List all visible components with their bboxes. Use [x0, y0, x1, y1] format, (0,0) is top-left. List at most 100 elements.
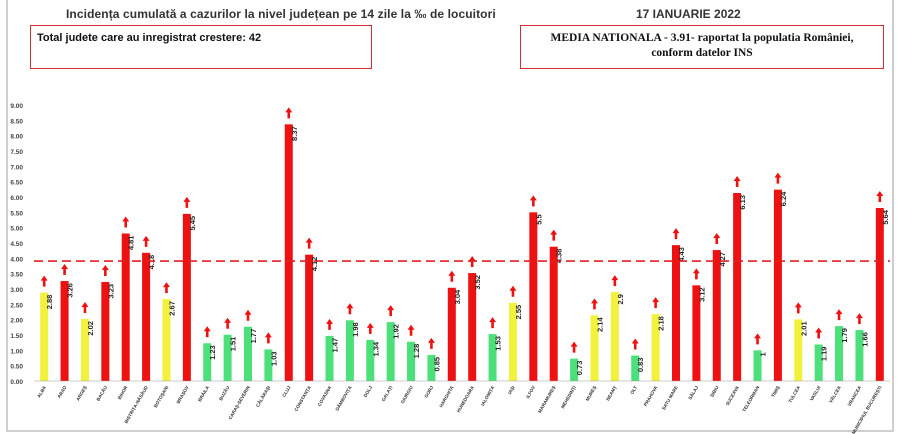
bar-value-label: 3.04: [453, 289, 462, 304]
y-tick-label: 6.00: [10, 195, 23, 202]
y-tick-label: 2.50: [10, 302, 23, 309]
trend-up-arrow-icon: [427, 337, 435, 349]
bar-value-label: 3.26: [66, 283, 75, 298]
trend-up-arrow-icon: [509, 285, 517, 297]
bar-value-label: 1.47: [331, 338, 340, 353]
category-label: IALOMIȚA: [480, 384, 496, 406]
category-label: BACĂU: [95, 384, 109, 402]
category-label: TIMIȘ: [770, 385, 781, 399]
bar: [121, 233, 130, 381]
bar: [244, 326, 252, 381]
bar-value-label: 5.45: [188, 216, 197, 231]
category-label: SĂLAJ: [687, 384, 700, 400]
trend-up-arrow-icon: [774, 172, 782, 184]
category-label: COVASNA: [317, 384, 333, 407]
report-date: 17 IANUARIE 2022: [636, 7, 741, 21]
trend-up-arrow-icon: [611, 275, 619, 287]
category-label: HUNEDOARA: [456, 384, 476, 413]
bar: [386, 322, 395, 381]
bar-value-label: 2.18: [657, 316, 666, 331]
category-label: OLT: [629, 385, 638, 395]
trend-up-arrow-icon: [285, 107, 293, 119]
trend-up-arrow-icon: [835, 309, 843, 321]
bar-value-label: 1.98: [351, 322, 360, 337]
category-label: CONSTANȚA: [293, 384, 312, 412]
y-tick-label: 1.50: [10, 333, 23, 340]
bar: [672, 245, 680, 381]
trend-up-arrow-icon: [876, 191, 884, 203]
bar-value-label: 8.37: [290, 126, 299, 141]
bar-value-label: 1.53: [494, 336, 503, 351]
category-label: GIURGIU: [400, 384, 414, 404]
category-label: ARGEȘ: [75, 385, 88, 402]
trend-up-arrow-icon: [672, 228, 680, 240]
bar: [203, 343, 212, 381]
y-tick-label: 3.50: [10, 272, 23, 279]
bar: [468, 273, 477, 381]
bar: [162, 299, 171, 381]
bar: [305, 254, 314, 381]
bar: [142, 252, 151, 381]
bar: [570, 358, 579, 381]
bar-value-label: 1.51: [229, 337, 238, 352]
bar: [753, 350, 762, 381]
bar: [284, 124, 293, 381]
bar: [855, 330, 864, 381]
trend-up-arrow-icon: [183, 196, 191, 208]
trend-up-arrow-icon: [244, 309, 252, 321]
category-label: ARAD: [56, 384, 67, 399]
y-tick-label: 9.00: [10, 103, 23, 110]
category-label: SATU MARE: [661, 385, 679, 411]
category-label: MARAMUREȘ: [537, 385, 557, 414]
trend-up-arrow-icon: [652, 297, 660, 309]
bar-value-label: 2.88: [45, 295, 54, 310]
bar-value-label: 6.13: [738, 195, 747, 210]
category-label: VASLUI: [809, 385, 822, 402]
y-tick-label: 4.00: [10, 256, 23, 263]
category-label: BRĂILA: [196, 384, 210, 403]
bar-value-label: 2.9: [616, 294, 625, 304]
y-tick-label: 8.00: [10, 134, 23, 141]
bar-value-label: 1.23: [208, 345, 217, 360]
category-label: ILFOV: [525, 384, 537, 399]
national-average-line1: MEDIA NATIONALA - 3.91- raportat la popu…: [550, 32, 854, 44]
bar-value-label: 1: [759, 352, 768, 356]
trend-up-arrow-icon: [448, 270, 456, 282]
bar-value-label: 1.66: [860, 332, 869, 347]
category-label: IAȘI: [507, 385, 517, 396]
bar-value-label: 2.01: [799, 321, 808, 336]
category-label: NEAMȚ: [605, 385, 618, 402]
y-tick-label: 8.50: [10, 118, 23, 125]
bar-value-label: 6.24: [779, 191, 788, 206]
national-average-box: MEDIA NATIONALA - 3.91- raportat la popu…: [520, 25, 884, 69]
bar: [366, 339, 375, 381]
y-tick-label: 0.00: [10, 379, 23, 386]
category-label: SIBIU: [709, 384, 720, 398]
bar-value-label: 5.5: [534, 214, 543, 224]
bar-value-label: 0.73: [575, 361, 584, 376]
category-label: MEHEDINȚI: [560, 385, 577, 409]
image-frame: [6, 0, 894, 432]
category-label: GORJ: [423, 385, 434, 399]
category-label: CĂLĂRAȘI: [254, 385, 272, 409]
bar-value-label: 1.92: [392, 324, 401, 339]
bar: [60, 281, 69, 381]
counties-increase-box: Total judete care au inregistrat crester…: [30, 25, 372, 69]
bar: [345, 320, 354, 381]
bar: [101, 281, 110, 381]
y-tick-label: 5.00: [10, 226, 23, 233]
category-label: TELEORMAN: [742, 384, 761, 412]
y-tick-label: 4.50: [10, 241, 23, 248]
y-tick-label: 0.50: [10, 364, 23, 371]
category-label: HARGHITA: [438, 384, 455, 408]
category-label: MUREȘ: [585, 385, 598, 402]
y-tick-label: 7.50: [10, 149, 23, 156]
bar-value-label: 4.43: [677, 247, 686, 262]
category-label: GALAȚI: [381, 385, 394, 402]
bar: [590, 315, 599, 381]
bar: [264, 349, 273, 381]
bar: [814, 344, 823, 381]
trend-up-arrow-icon: [754, 333, 762, 345]
bar: [835, 326, 844, 381]
